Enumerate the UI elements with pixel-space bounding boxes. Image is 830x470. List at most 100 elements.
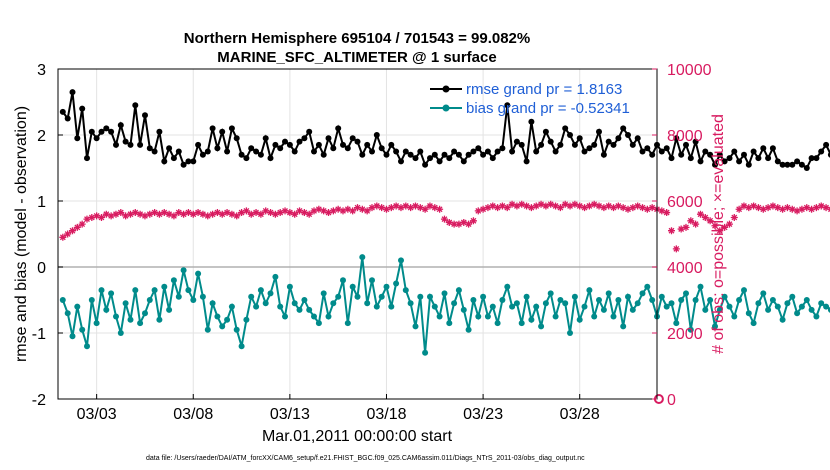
bias-point <box>122 300 129 307</box>
bias-point <box>315 320 322 327</box>
obs-evaluated-point <box>706 217 714 225</box>
bias-point <box>224 316 231 323</box>
obs-evaluated-point <box>721 223 729 231</box>
rmse-point <box>721 158 728 165</box>
rmse-point <box>625 132 631 138</box>
bias-point <box>576 316 583 323</box>
bias-point <box>175 293 182 300</box>
obs-evaluated-point <box>296 207 304 215</box>
chart-title-line1: Northern Hemisphere 695104 / 701543 = 99… <box>184 30 530 47</box>
rmse-point <box>180 161 187 168</box>
rmse-point <box>199 151 206 158</box>
bias-point <box>552 313 559 320</box>
obs-evaluated-point <box>209 210 217 218</box>
plot-frame <box>57 68 658 400</box>
obs-evaluated-point <box>696 210 704 218</box>
bias-point <box>668 300 675 307</box>
rmse-point <box>726 155 733 162</box>
bias-point <box>113 313 119 320</box>
obs-evaluated-point <box>634 202 642 210</box>
rmse-point <box>103 125 110 132</box>
bias-point <box>712 323 718 330</box>
bias-point <box>103 306 110 313</box>
rmse-point <box>175 148 182 155</box>
rmse-point <box>620 125 627 132</box>
bias-point <box>349 283 356 290</box>
rmse-point <box>291 148 298 155</box>
bias-point <box>784 300 791 307</box>
bias-point <box>813 313 820 320</box>
rmse-point <box>98 128 105 135</box>
obs-evaluated-point <box>774 204 782 212</box>
rmse-point <box>388 141 395 148</box>
bias-point <box>455 287 462 294</box>
obs-evaluated-point <box>329 207 337 215</box>
bias-point <box>407 300 414 307</box>
bias-point <box>243 316 250 323</box>
bias-point <box>142 310 148 317</box>
obs-evaluated-point <box>436 205 444 213</box>
rmse-point <box>306 128 313 135</box>
bias-point <box>88 297 95 303</box>
obs-evaluated-point <box>561 200 569 208</box>
obs-evaluated-point <box>131 209 139 217</box>
rmse-point <box>789 161 796 168</box>
rmse-point <box>697 158 704 165</box>
y-right-tick-label: 8000 <box>667 128 703 145</box>
obs-evaluated-point <box>426 202 434 210</box>
obs-evaluated-point <box>445 218 453 226</box>
bias-point <box>354 293 361 300</box>
x-axis-label: Mar.01,2011 00:00:00 start <box>262 428 453 445</box>
obs-evaluated-point <box>523 202 531 210</box>
obs-evaluated-point <box>440 215 448 223</box>
obs-evaluated-point <box>189 210 197 218</box>
obs-evaluated-point <box>223 209 231 217</box>
rmse-point <box>142 112 148 119</box>
obs-evaluated-point <box>764 204 772 212</box>
obs-evaluated-point <box>730 214 738 221</box>
bias-point <box>755 300 762 307</box>
obs-evaluated-point <box>508 200 516 208</box>
obs-evaluated-point <box>373 202 381 210</box>
bias-point <box>431 303 438 310</box>
obs-evaluated-point <box>141 212 149 220</box>
rmse-point <box>373 132 380 138</box>
obs-evaluated-point <box>286 209 294 217</box>
rmse-point <box>658 148 665 155</box>
rmse-point <box>600 151 607 158</box>
obs-evaluated-point <box>759 205 767 213</box>
obs-evaluated-point <box>547 200 555 208</box>
bias-point <box>663 303 670 310</box>
legend: rmse grand pr = 1.8163 bias grand pr = -… <box>430 81 630 117</box>
rmse-point <box>596 128 602 135</box>
x-tick-label: 03/08 <box>173 406 213 423</box>
rmse-point <box>591 141 598 148</box>
obs-evaluated-point <box>556 204 564 212</box>
bias-point <box>765 306 772 313</box>
rmse-point <box>79 105 86 112</box>
rmse-point <box>84 155 90 162</box>
rmse-point <box>262 135 269 142</box>
bias-point <box>108 290 115 297</box>
bias-point <box>562 300 569 307</box>
obs-evaluated-point <box>233 212 241 220</box>
bias-point <box>827 307 830 313</box>
obs-evaluated-point <box>658 207 666 215</box>
y-left-tick-label: 3 <box>37 62 46 79</box>
bias-point <box>639 290 646 297</box>
bias-point <box>528 316 535 323</box>
bias-point <box>98 287 105 294</box>
bias-point <box>209 300 216 307</box>
rmse-point <box>523 158 530 165</box>
x-tick-label: 03/23 <box>463 406 503 423</box>
bias-point <box>117 330 124 336</box>
bias-point <box>489 303 496 310</box>
y-right-tick-label: 4000 <box>667 260 703 277</box>
obs-evaluated-point <box>421 205 429 213</box>
bias-point <box>557 297 564 303</box>
rmse-point <box>248 145 255 152</box>
obs-evaluated-point <box>581 204 589 212</box>
obs-evaluated-point <box>711 222 719 230</box>
legend-rmse-label: rmse grand pr = 1.8163 <box>466 81 622 98</box>
